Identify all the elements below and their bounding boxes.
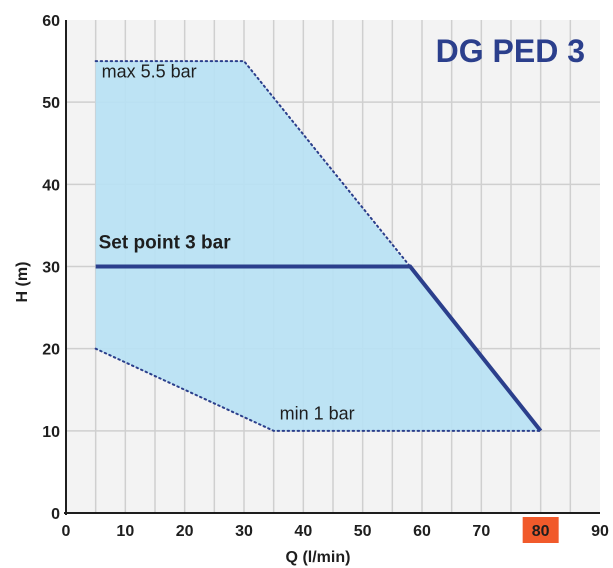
- x-tick-label: 30: [235, 523, 253, 540]
- y-tick-label: 0: [51, 506, 60, 523]
- x-tick-label: 90: [591, 523, 609, 540]
- series-line-min-1-bar: [94, 347, 542, 432]
- x-tick-highlight: [522, 517, 559, 543]
- y-tick-label: 20: [42, 342, 60, 359]
- y-axis-label: H (m): [14, 262, 31, 303]
- operating-region: [95, 61, 541, 431]
- x-tick-label: 10: [116, 523, 134, 540]
- x-tick-label: 50: [354, 523, 372, 540]
- y-tick-label: 40: [42, 177, 60, 194]
- x-axis-label: Q (l/min): [286, 549, 351, 566]
- plot-frame: [64, 20, 600, 515]
- series-line-set-point-3-bar: [95, 264, 543, 433]
- series-line-max-5-5-bar: [94, 60, 412, 268]
- y-tick-label: 50: [42, 95, 60, 112]
- x-tick-label: 40: [294, 523, 312, 540]
- x-tick-labels: 0 10 20 30 40 50 60 70 80 90: [62, 517, 609, 543]
- annotation-label: max 5.5 bar: [102, 62, 197, 82]
- y-tick-label: 10: [42, 424, 60, 441]
- x-tick-label: 60: [413, 523, 431, 540]
- chart-title: DG PED 3: [436, 33, 585, 69]
- x-tick-label: 70: [472, 523, 490, 540]
- x-tick-label: 80: [532, 523, 550, 540]
- y-tick-label: 30: [42, 260, 60, 277]
- annotation-label: min 1 bar: [280, 403, 355, 423]
- annotations: max 5.5 bar Set point 3 bar min 1 bar: [99, 62, 355, 424]
- x-tick-label: 0: [62, 523, 71, 540]
- annotation-label: Set point 3 bar: [99, 232, 232, 253]
- y-tick-label: 60: [42, 13, 60, 30]
- x-tick-label: 20: [176, 523, 194, 540]
- y-tick-labels: 0 10 20 30 40 50 60: [42, 13, 60, 523]
- series-lines: [94, 60, 543, 433]
